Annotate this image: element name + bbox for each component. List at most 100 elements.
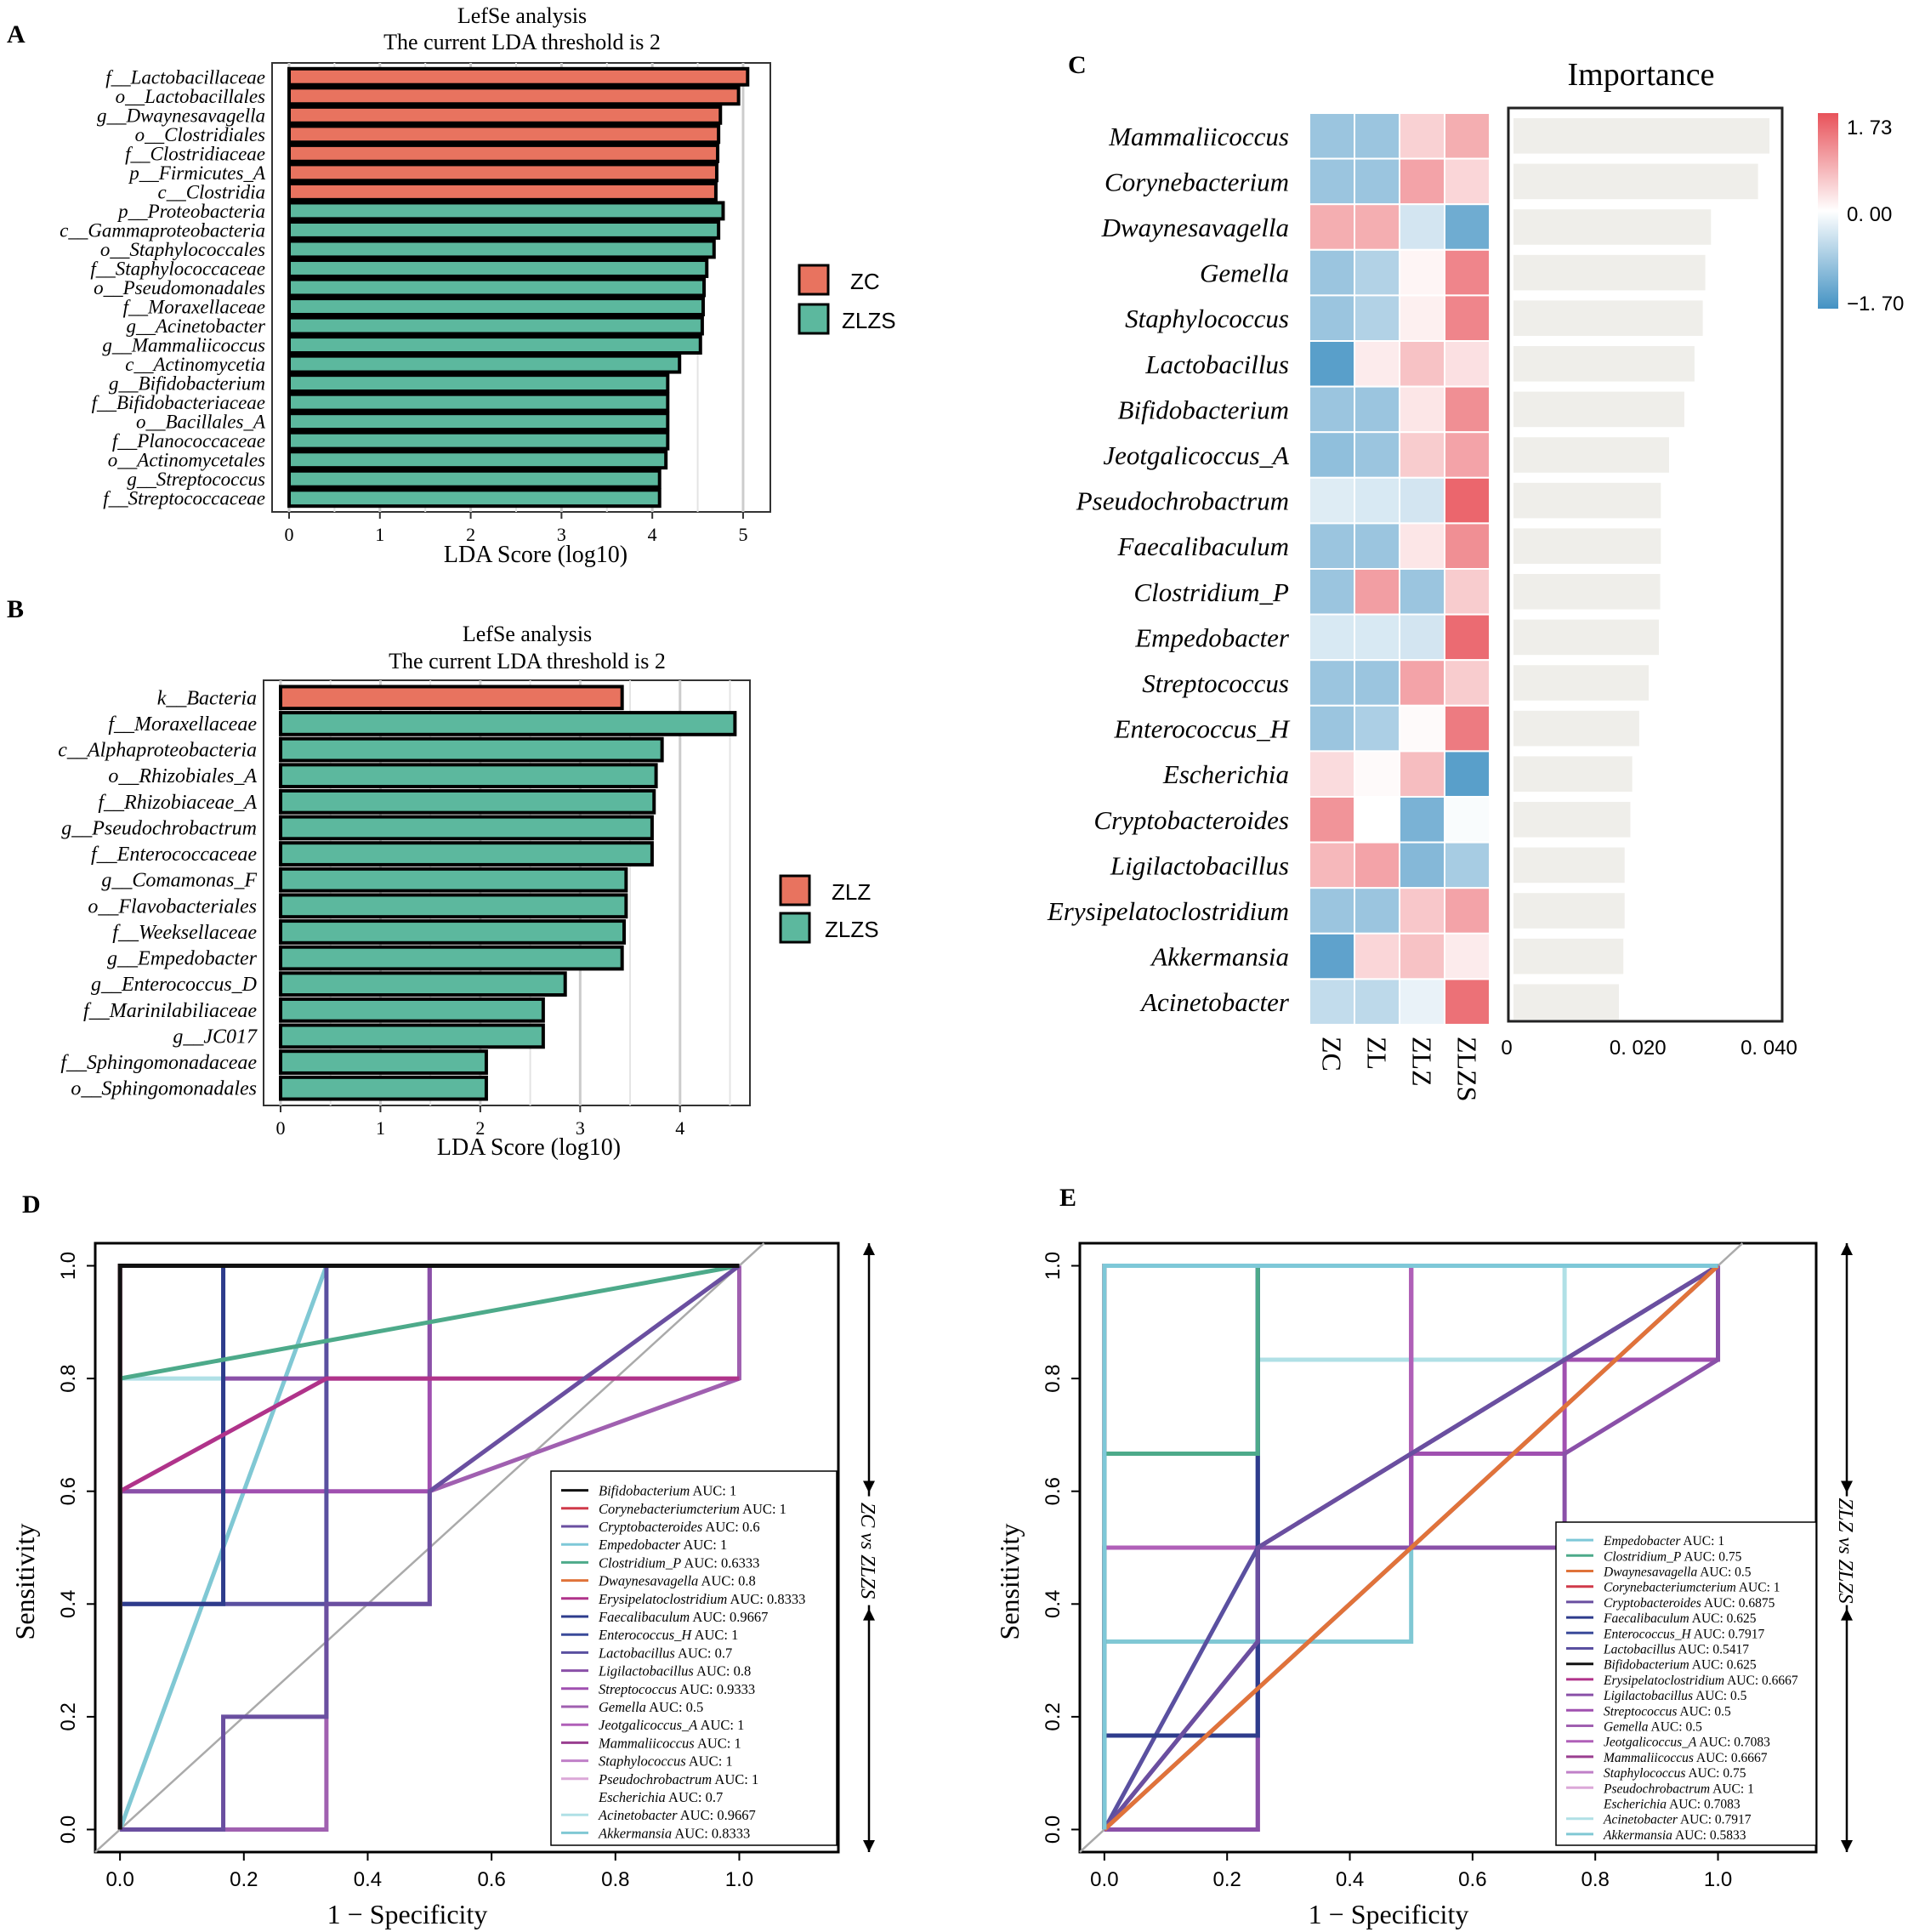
panel-e-roc-zlz-vs-zlzs: E 0.0 0.2 0.4 0.6 0.8 1.0 0.0 0.2 0.4 0.6 0.8 1.0 1 … xyxy=(994,1184,1860,1929)
heatmap-cell xyxy=(1444,157,1491,206)
bar-p__Proteobacteria xyxy=(287,201,725,221)
bar-g__Acinetobacter xyxy=(287,315,704,336)
heatmap-cell xyxy=(1399,659,1445,707)
importance-bar-Lactobacillus xyxy=(1513,346,1695,382)
heatmap-cell xyxy=(1309,157,1355,206)
legend-series-name: Erysipelatoclostridium xyxy=(598,1591,727,1607)
legend-auc-value: 0.5 xyxy=(1735,1565,1752,1580)
legend-entry-Bifidobacterium: Bifidobacterium AUC: 1 xyxy=(599,1483,736,1499)
y-tick-label: 0.6 xyxy=(57,1477,80,1505)
x-tick-label: 0.4 xyxy=(1336,1868,1364,1891)
category-label: f__Planococcaceae xyxy=(112,430,265,452)
heatmap-column-label: ZC xyxy=(1317,1037,1348,1071)
bar-f__Planococcaceae xyxy=(287,430,670,451)
side-arrow-head-top xyxy=(1841,1243,1853,1255)
legend-auc-value: 0.9667 xyxy=(717,1807,755,1823)
heatmap-row-label: Staphylococcus xyxy=(1125,304,1289,333)
category-label: f__Staphylococcaceae xyxy=(90,258,265,279)
legend-series-name: Ligilactobacillus xyxy=(1603,1689,1693,1703)
legend-series-name: Empedobacter xyxy=(598,1537,681,1553)
heatmap-column-label: ZL xyxy=(1362,1037,1393,1070)
bar-f__Bifidobacteriaceae xyxy=(287,392,670,412)
legend-series-name: Escherichia xyxy=(1603,1798,1667,1812)
heatmap-cell xyxy=(1399,248,1445,297)
heatmap-cell xyxy=(1354,978,1400,1026)
panel-b-label: B xyxy=(7,595,24,623)
legend-auc-value: 0.5 xyxy=(686,1699,704,1715)
bar-c__Gammaproteobacteria xyxy=(287,219,721,240)
legend-entry-Ligilactobacillus: Ligilactobacillus AUC: 0.8 xyxy=(598,1663,751,1679)
panel-b-legend-zlzs-label: ZLZS xyxy=(825,917,879,942)
legend-entry-Jeotgalicoccus_A: Jeotgalicoccus_A AUC: 1 xyxy=(599,1717,744,1733)
heatmap-row-label: Clostridium_P xyxy=(1133,577,1289,607)
heatmap-cell xyxy=(1309,750,1355,798)
category-label: g__Enterococcus_D xyxy=(91,974,257,996)
category-label: g__Acinetobacter xyxy=(126,315,266,337)
legend-entry-Mammaliicoccus: Mammaliicoccus AUC: 1 xyxy=(598,1735,741,1751)
legend-auc-prefix: AUC: xyxy=(1693,1689,1730,1703)
bar-o__Rhizobiales_A xyxy=(279,763,658,789)
heatmap-cell xyxy=(1309,887,1355,935)
bar-g__Pseudochrobactrum xyxy=(279,815,654,841)
category-label: o__Lactobacillales xyxy=(116,86,265,107)
bar-f__Moraxellaceae xyxy=(287,297,705,316)
panel-b-lefse-zlz-vs-zlzs: B LefSe analysis The current LDA thresho… xyxy=(7,595,879,1161)
category-label: f__Sphingomonadaceae xyxy=(60,1052,257,1074)
legend-entry-Lactobacillus: Lactobacillus AUC: 0.5417 xyxy=(1603,1643,1749,1657)
heatmap-cell xyxy=(1444,978,1491,1026)
side-label-bg xyxy=(1833,1496,1860,1605)
legend-entry-Streptococcus: Streptococcus AUC: 0.5 xyxy=(1604,1704,1731,1719)
heatmap-cell xyxy=(1399,887,1445,935)
legend-auc-prefix: AUC: xyxy=(690,1483,730,1499)
bar-f__Weeksellaceae xyxy=(279,919,627,945)
x-tick-label: 0.6 xyxy=(1458,1868,1486,1891)
legend-auc-prefix: AUC: xyxy=(1697,1565,1735,1580)
heatmap-cell xyxy=(1309,796,1355,844)
legend-entry-Dwaynesavagella: Dwaynesavagella AUC: 0.8 xyxy=(598,1573,756,1589)
heatmap-cell xyxy=(1354,659,1400,707)
legend-series-name: Erysipelatoclostridium xyxy=(1603,1673,1724,1688)
panel-a-title-line2: The current LDA threshold is 2 xyxy=(383,30,661,54)
side-comparison-label: ZLZ vs ZLZS xyxy=(1834,1498,1856,1604)
category-label: k__Bacteria xyxy=(157,687,257,709)
bar-f__Clostridiaceae xyxy=(287,143,720,163)
legend-auc-value: 1 xyxy=(720,1537,727,1553)
heatmap-cell xyxy=(1354,841,1400,889)
legend-series-name: Bifidobacterium xyxy=(1604,1658,1689,1673)
y-tick-label: 0.8 xyxy=(1042,1364,1065,1392)
panel-c-heatmap-importance: C Importance Mammaliicoccus Corynebacteri… xyxy=(1047,51,1905,1101)
legend-auc-value: 1 xyxy=(725,1753,732,1770)
legend-entry-Enterococcus_H: Enterococcus_H AUC: 0.7917 xyxy=(1603,1627,1765,1641)
heatmap-cell xyxy=(1354,294,1400,342)
importance-bar-Jeotgalicoccus_A xyxy=(1513,437,1670,473)
bar-g__Comamonas_F xyxy=(279,867,628,893)
importance-frame xyxy=(1507,106,1784,1023)
heatmap-cell xyxy=(1444,112,1491,160)
legend-series-name: Staphylococcus xyxy=(1604,1766,1685,1781)
legend-entry-Acinetobacter: Acinetobacter AUC: 0.9667 xyxy=(598,1807,756,1823)
y-tick-label: 0.2 xyxy=(1042,1702,1065,1730)
heatmap-cell xyxy=(1399,841,1445,889)
legend-series-name: Clostridium_P xyxy=(1604,1549,1682,1564)
y-tick-label: 0.4 xyxy=(1042,1590,1065,1618)
panel-e-label: E xyxy=(1059,1184,1076,1212)
y-tick-label: 0.6 xyxy=(1042,1477,1065,1505)
category-label: g__Bifidobacterium xyxy=(109,373,265,395)
legend-entry-Streptococcus: Streptococcus AUC: 0.9333 xyxy=(599,1681,755,1697)
legend-entry-Cryptobacteroides: Cryptobacteroides AUC: 0.6 xyxy=(599,1519,760,1535)
legend-entry-Gemella: Gemella AUC: 0.5 xyxy=(599,1699,703,1715)
x-tick-label: 5 xyxy=(738,524,747,545)
heatmap-cell xyxy=(1354,750,1400,798)
legend-auc-value: 1 xyxy=(752,1771,758,1787)
heatmap-cell xyxy=(1444,659,1491,707)
category-label: p__Proteobacteria xyxy=(116,201,265,222)
legend-auc-value: 0.8 xyxy=(738,1573,756,1589)
panel-a-legend-zlzs-label: ZLZS xyxy=(842,308,896,333)
legend-entry-Erysipelatoclostridium: Erysipelatoclostridium AUC: 0.6667 xyxy=(1603,1673,1798,1688)
heatmap-row-label: Akkermansia xyxy=(1150,942,1289,972)
panel-b-legend-zlz-swatch xyxy=(779,874,811,906)
legend-auc-prefix: AUC: xyxy=(1678,1813,1715,1827)
importance-tick-label: 0 xyxy=(1501,1037,1512,1060)
legend-auc-value: 0.8333 xyxy=(767,1591,805,1607)
